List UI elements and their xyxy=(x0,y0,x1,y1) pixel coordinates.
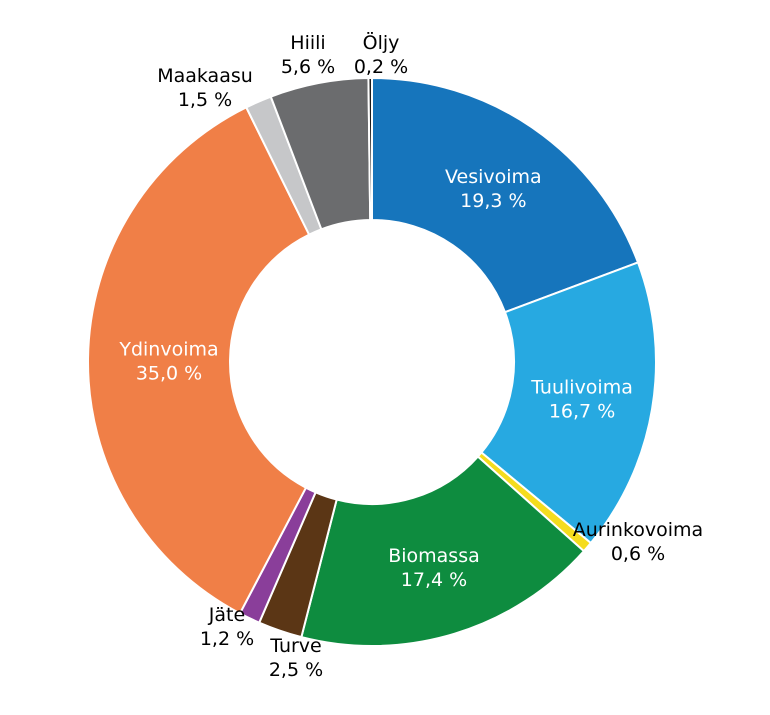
donut-slices xyxy=(87,76,657,647)
slice-label-turve: Turve xyxy=(269,635,322,657)
slice-öljy xyxy=(367,76,373,222)
slice-label-hiili: Hiili xyxy=(290,32,325,54)
slice-value-maakaasu: 1,5 % xyxy=(178,89,232,111)
slice-label-öljy: Öljy xyxy=(363,31,400,54)
slice-value-aurinkovoima: 0,6 % xyxy=(611,543,665,565)
slice-value-tuulivoima: 16,7 % xyxy=(549,400,615,422)
slice-value-jäte: 1,2 % xyxy=(200,628,254,650)
slice-biomassa xyxy=(300,455,586,647)
slice-label-maakaasu: Maakaasu xyxy=(157,65,253,87)
slice-ydinvoima xyxy=(87,106,311,615)
slice-label-vesivoima: Vesivoima xyxy=(445,166,542,188)
slice-label-aurinkovoima: Aurinkovoima xyxy=(573,519,703,541)
slice-vesivoima xyxy=(371,76,640,314)
slice-label-tuulivoima: Tuulivoima xyxy=(530,376,633,398)
slice-value-hiili: 5,6 % xyxy=(281,56,335,78)
slice-label-ydinvoima: Ydinvoima xyxy=(118,338,218,360)
slice-label-biomassa: Biomassa xyxy=(388,545,480,567)
slice-tuulivoima xyxy=(480,261,657,545)
slice-label-jäte: Jäte xyxy=(208,604,245,626)
slice-value-vesivoima: 19,3 % xyxy=(460,190,526,212)
slice-value-ydinvoima: 35,0 % xyxy=(136,362,202,384)
slice-value-biomassa: 17,4 % xyxy=(401,569,467,591)
slice-value-turve: 2,5 % xyxy=(269,659,323,681)
slice-value-öljy: 0,2 % xyxy=(354,56,408,78)
